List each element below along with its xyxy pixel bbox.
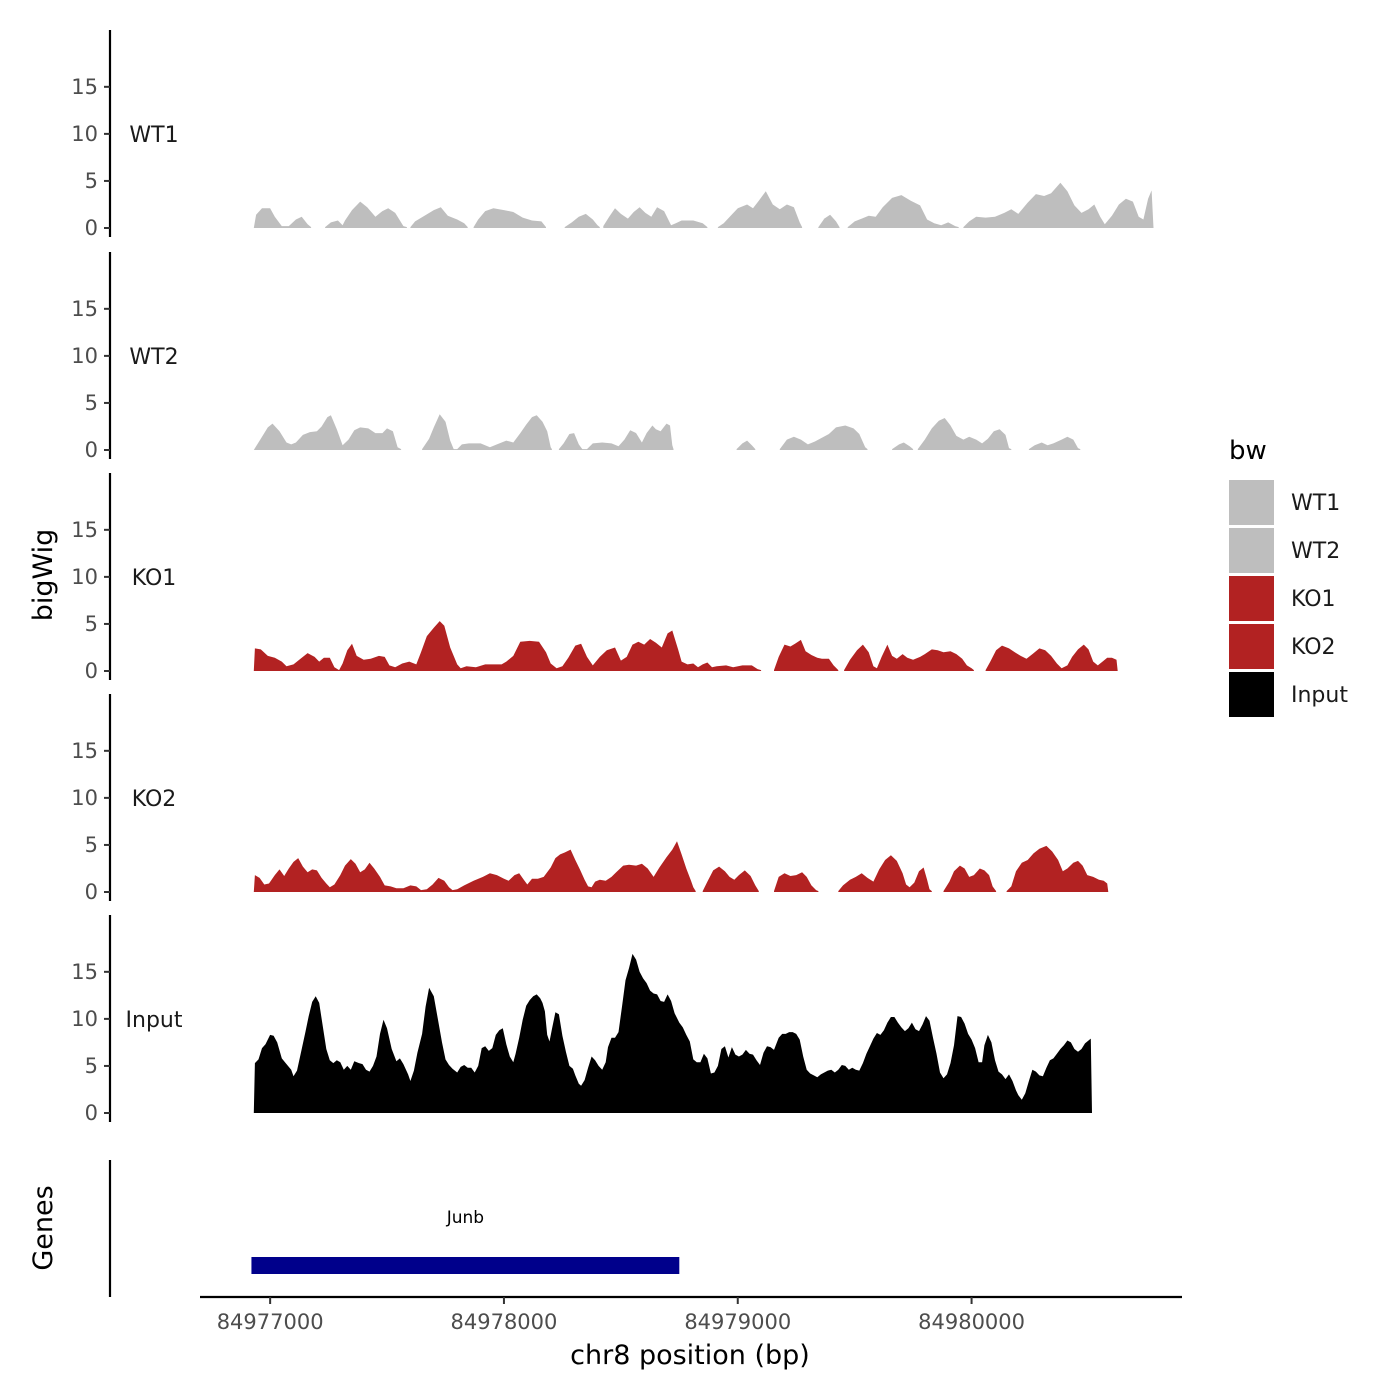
gene-label: Junb (446, 1208, 484, 1228)
y-tick-label: 0 (85, 1101, 98, 1125)
signal-area-wt2 (558, 423, 674, 450)
y-tick-label: 0 (85, 216, 98, 240)
legend: bw WT1 WT2 KO1 KO2 Input (1229, 436, 1348, 717)
x-axis-title: chr8 position (bp) (570, 1340, 810, 1371)
signal-tracks: 0 5 10 15 WT1 0 5 10 15 WT2 0 5 10 15 KO1 0 5 10 15 KO2 0 5 10… (71, 30, 1154, 1125)
legend-label: WT2 (1291, 539, 1340, 564)
signal-area-wt1 (410, 207, 468, 228)
y-tick-label: 15 (71, 518, 98, 542)
x-tick-label: 84979000 (684, 1310, 791, 1334)
signal-area-ko2 (253, 841, 696, 892)
y-tick-label: 10 (71, 122, 98, 146)
signal-area-wt2 (917, 418, 1012, 450)
x-axis: 84977000 84978000 84979000 84980000 (200, 1295, 1182, 1334)
track-label: Input (126, 1008, 183, 1033)
signal-area-wt1 (603, 207, 708, 228)
legend-label: KO1 (1291, 587, 1336, 612)
x-tick-label: 84977000 (217, 1310, 324, 1334)
track-label: KO2 (132, 787, 177, 812)
legend-swatch-wt1 (1229, 480, 1274, 525)
signal-area-ko1 (253, 621, 762, 671)
y-tick-label: 0 (85, 880, 98, 904)
signal-area-wt1 (818, 214, 840, 228)
signal-area-ko2 (943, 865, 997, 892)
legend-label: Input (1291, 683, 1348, 708)
legend-swatch-ko2 (1229, 624, 1274, 669)
y-tick-label: 15 (71, 960, 98, 984)
signal-area-input (253, 953, 1093, 1113)
signal-area-ko1 (985, 644, 1118, 671)
x-tick-label: 84978000 (451, 1310, 558, 1334)
signal-area-ko1 (774, 639, 839, 671)
genes-panel: Junb (108, 1160, 680, 1297)
signal-area-ko1 (844, 644, 974, 671)
y-tick-label: 5 (85, 391, 98, 415)
signal-area-wt2 (1028, 436, 1081, 450)
signal-area-ko2 (774, 872, 819, 892)
y-tick-label: 10 (71, 786, 98, 810)
legend-swatch-input (1229, 672, 1274, 717)
track-label: WT2 (129, 345, 178, 370)
y-axis-title: bigWig (28, 529, 59, 622)
y-tick-label: 15 (71, 75, 98, 99)
legend-swatch-ko1 (1229, 576, 1274, 621)
legend-label: KO2 (1291, 635, 1336, 660)
signal-area-wt2 (253, 415, 402, 450)
signal-area-wt1 (564, 213, 600, 228)
y-tick-label: 0 (85, 659, 98, 683)
y-tick-label: 0 (85, 438, 98, 462)
legend-title: bw (1229, 436, 1267, 466)
track-label: WT1 (129, 123, 178, 148)
track-ko1: 0 5 10 15 KO1 (71, 473, 1118, 683)
y-tick-label: 5 (85, 833, 98, 857)
y-tick-label: 10 (71, 565, 98, 589)
y-tick-label: 15 (71, 297, 98, 321)
signal-area-wt2 (736, 440, 756, 450)
track-label: KO1 (132, 566, 177, 591)
signal-area-wt1 (963, 182, 1154, 228)
genes-axis-title: Genes (28, 1185, 59, 1270)
track-input: 0 5 10 15 Input (71, 915, 1093, 1125)
track-ko2: 0 5 10 15 KO2 (71, 694, 1109, 904)
y-tick-label: 10 (71, 1007, 98, 1031)
signal-area-wt1 (325, 201, 407, 228)
signal-area-wt2 (779, 425, 868, 450)
signal-area-wt1 (253, 208, 312, 228)
legend-label: WT1 (1291, 491, 1340, 516)
y-tick-label: 5 (85, 612, 98, 636)
signal-area-ko2 (702, 866, 759, 892)
signal-area-ko2 (1006, 845, 1109, 892)
signal-area-wt2 (892, 442, 914, 450)
y-tick-label: 10 (71, 344, 98, 368)
signal-area-wt1 (717, 191, 803, 228)
track-wt1: 0 5 10 15 WT1 (71, 30, 1154, 240)
y-tick-label: 5 (85, 169, 98, 193)
signal-area-wt1 (473, 208, 546, 228)
signal-area-wt2 (422, 414, 552, 450)
legend-swatch-wt2 (1229, 528, 1274, 573)
track-wt2: 0 5 10 15 WT2 (71, 252, 1081, 462)
y-tick-label: 15 (71, 739, 98, 763)
x-tick-label: 84980000 (918, 1310, 1025, 1334)
y-tick-label: 5 (85, 1054, 98, 1078)
gene-body-junb (251, 1257, 680, 1274)
signal-area-ko2 (838, 855, 932, 892)
signal-area-wt1 (847, 195, 959, 228)
